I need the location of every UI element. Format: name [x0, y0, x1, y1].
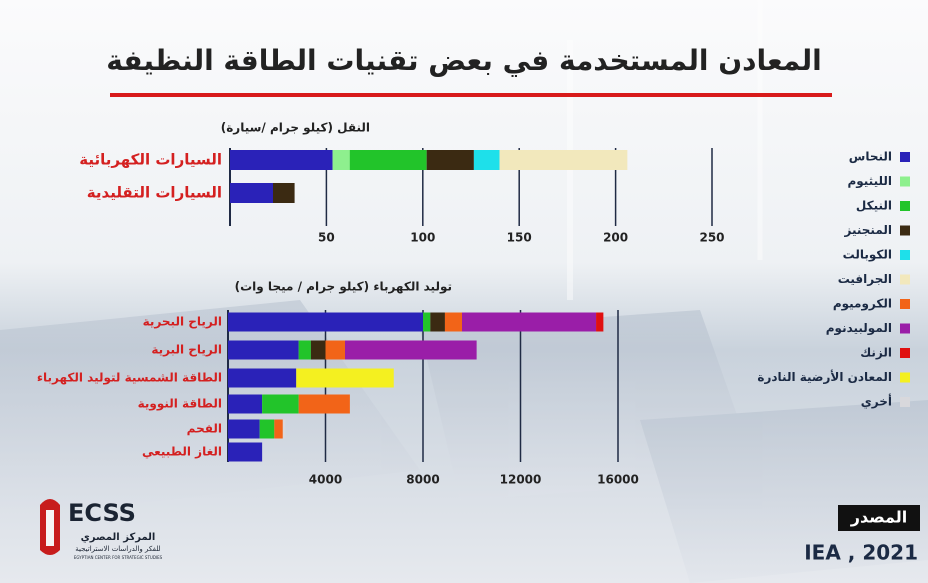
legend-swatch: [900, 250, 910, 260]
logo-name: ECSS: [68, 499, 136, 527]
bar-segment: [299, 395, 350, 414]
legend-swatch: [900, 226, 910, 236]
bar-segment: [423, 313, 430, 332]
category-label: الرياح البرية: [151, 343, 222, 357]
x-tick-label: 100: [410, 231, 435, 245]
x-tick-label: 50: [318, 231, 335, 245]
legend-label: أخري: [861, 394, 892, 409]
legend-swatch: [900, 177, 910, 187]
legend-label: الكروميوم: [833, 297, 892, 312]
legend-label: الزنك: [860, 346, 892, 360]
bar-segment: [462, 313, 596, 332]
legend-swatch: [900, 275, 910, 285]
logo-subtitle: للفكر والدراسات الاستراتيجية: [75, 545, 160, 553]
bar-segment: [230, 183, 273, 203]
bar-segment: [350, 150, 427, 170]
legend-swatch: [900, 373, 910, 383]
x-tick-label: 150: [507, 231, 532, 245]
legend-swatch: [900, 299, 910, 309]
legend-label: النحاس: [849, 150, 892, 164]
page: {"title": "المعادن المستخدمة في بعض تقني…: [0, 0, 928, 583]
legend-swatch: [900, 397, 910, 407]
category-label: السيارات الكهربائية: [79, 151, 222, 169]
category-label: الرياح البحرية: [143, 315, 222, 329]
x-tick-label: 4000: [309, 473, 342, 487]
x-tick-label: 200: [603, 231, 628, 245]
bar-segment: [326, 341, 346, 360]
bar-segment: [333, 150, 350, 170]
logo-mark: [46, 510, 54, 546]
category-label: الطاقة النووية: [138, 397, 222, 412]
source-text: IEA , 2021: [804, 541, 918, 565]
source-label: المصدر: [850, 508, 907, 527]
legend-swatch: [900, 348, 910, 358]
bar-segment: [230, 150, 333, 170]
x-tick-label: 250: [699, 231, 724, 245]
bar-segment: [228, 395, 262, 414]
bar-segment: [228, 313, 423, 332]
category-label: الطاقة الشمسية لتوليد الكهرباء: [37, 371, 222, 386]
legend-label: النيكل: [856, 199, 892, 213]
logo-english: EGYPTIAN CENTER FOR STRATEGIC STUDIES: [74, 555, 163, 560]
bar-segment: [299, 341, 311, 360]
bar-segment: [228, 443, 262, 462]
legend-label: الكوبالت: [843, 248, 892, 263]
category-label: الغاز الطبيعي: [142, 445, 222, 459]
legend-swatch: [900, 324, 910, 334]
title-underline: [110, 93, 832, 97]
bar-segment: [430, 313, 445, 332]
bar-segment: [228, 341, 299, 360]
x-tick-label: 16000: [597, 473, 639, 487]
legend-label: الجرافيت: [838, 272, 892, 286]
bar-segment: [474, 150, 500, 170]
legend-label: المولبيدنوم: [826, 321, 892, 336]
bar-segment: [228, 369, 296, 388]
bar-segment: [596, 313, 603, 332]
bar-segment: [296, 369, 394, 388]
bar-segment: [427, 150, 474, 170]
infographic: المعادن المستخدمة في بعض تقنيات الطاقة ا…: [0, 0, 928, 583]
legend-swatch: [900, 152, 910, 162]
page-title: المعادن المستخدمة في بعض تقنيات الطاقة ا…: [106, 44, 821, 77]
logo-arabic: المركز المصري: [81, 532, 156, 543]
bar-segment: [283, 420, 285, 439]
bar-segment: [262, 395, 299, 414]
bar-segment: [445, 313, 462, 332]
x-tick-label: 12000: [500, 473, 542, 487]
chart-title: توليد الكهرباء (كيلو جرام / ميجا وات): [235, 280, 452, 295]
bar-segment: [345, 341, 477, 360]
legend-label: الليثيوم: [847, 174, 892, 189]
bar-segment: [500, 150, 628, 170]
chart-title: النقل (كيلو جرام /سيارة): [221, 121, 370, 136]
bar-segment: [273, 183, 295, 203]
legend-label: المعادن الأرضية النادرة: [757, 369, 892, 384]
bar-segment: [274, 420, 283, 439]
x-tick-label: 8000: [406, 473, 439, 487]
category-label: السيارات التقليدية: [87, 184, 222, 202]
bar-segment: [260, 420, 275, 439]
legend-swatch: [900, 201, 910, 211]
bar-segment: [228, 420, 260, 439]
bar-segment: [311, 341, 326, 360]
category-label: الفحم: [187, 422, 222, 436]
legend-label: المنجنيز: [844, 223, 892, 237]
